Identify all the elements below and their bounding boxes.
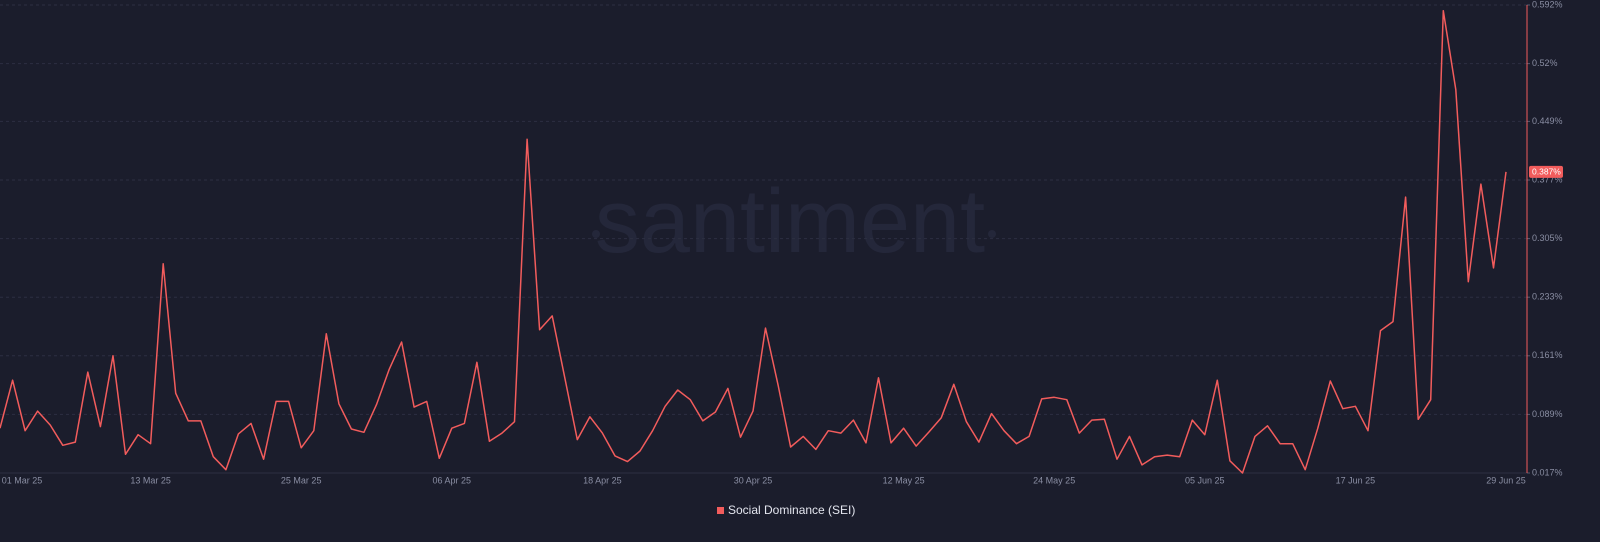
x-tick-label: 01 Mar 25 — [2, 475, 43, 485]
x-tick-label: 06 Apr 25 — [433, 475, 472, 485]
y-tick-label: 0.377% — [1532, 174, 1563, 184]
watermark: santiment — [595, 172, 985, 272]
last-value-label: 0.387% — [1532, 167, 1561, 177]
x-tick-label: 13 Mar 25 — [130, 475, 171, 485]
x-tick-label: 24 May 25 — [1033, 475, 1075, 485]
x-tick-label: 05 Jun 25 — [1185, 475, 1225, 485]
x-tick-label: 25 Mar 25 — [281, 475, 322, 485]
x-tick-label: 29 Jun 25 — [1486, 475, 1526, 485]
line — [0, 9, 1507, 474]
y-tick-label: 0.592% — [1532, 0, 1563, 9]
x-tick-label: 17 Jun 25 — [1336, 475, 1376, 485]
y-tick-label: 0.089% — [1532, 409, 1563, 419]
y-tick-label: 0.233% — [1532, 292, 1563, 302]
x-tick-label: 30 Apr 25 — [734, 475, 773, 485]
x-tick-label: 18 Apr 25 — [583, 475, 622, 485]
y-tick-label: 0.305% — [1532, 233, 1563, 243]
y-tick-label: 0.52% — [1532, 58, 1558, 68]
legend-swatch — [717, 507, 724, 514]
y-tick-label: 0.161% — [1532, 350, 1563, 360]
x-tick-label: 12 May 25 — [883, 475, 925, 485]
watermark-dot — [988, 230, 996, 238]
legend-label: Social Dominance (SEI) — [728, 503, 855, 517]
y-tick-label: 0.017% — [1532, 467, 1563, 477]
last-value-badge — [1529, 165, 1563, 178]
watermark-dot — [592, 230, 600, 238]
y-tick-label: 0.449% — [1532, 116, 1563, 126]
